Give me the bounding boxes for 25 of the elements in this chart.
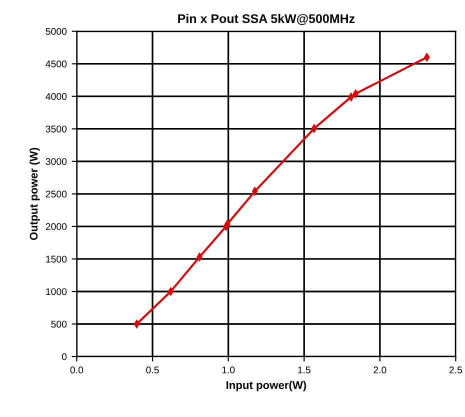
y-tick-label: 0 [62,353,67,360]
y-tick-label: 2000 [46,223,67,230]
chart-title: Pin x Pout SSA 5kW@500MHz [178,14,355,25]
x-tick-label: 0.5 [146,366,159,374]
y-axis-title: Output power (W) [29,148,40,240]
y-tick-label: 4000 [46,93,67,100]
y-tick-label: 3500 [46,126,67,132]
x-tick-label: 2.0 [374,366,386,374]
y-tick-label: 1000 [46,288,67,296]
x-tick-label: 2.5 [449,366,462,374]
y-tick-label: 2500 [46,190,67,198]
point [224,220,230,228]
point [252,187,258,196]
x-axis-title: Input power(W) [226,380,306,392]
y-tick-label: 5000 [46,28,67,35]
point [352,90,358,98]
y-tick-label: 3000 [46,158,67,165]
y-tick-label: 4500 [46,60,67,68]
point [134,320,140,328]
y-tick-label: 500 [51,320,67,328]
point [424,53,430,62]
y-tick-label: 1500 [46,256,67,263]
x-tick-label: 1.0 [222,366,235,374]
x-tick-label: 1.5 [298,366,310,374]
x-tick-label: 0.0 [70,366,84,374]
